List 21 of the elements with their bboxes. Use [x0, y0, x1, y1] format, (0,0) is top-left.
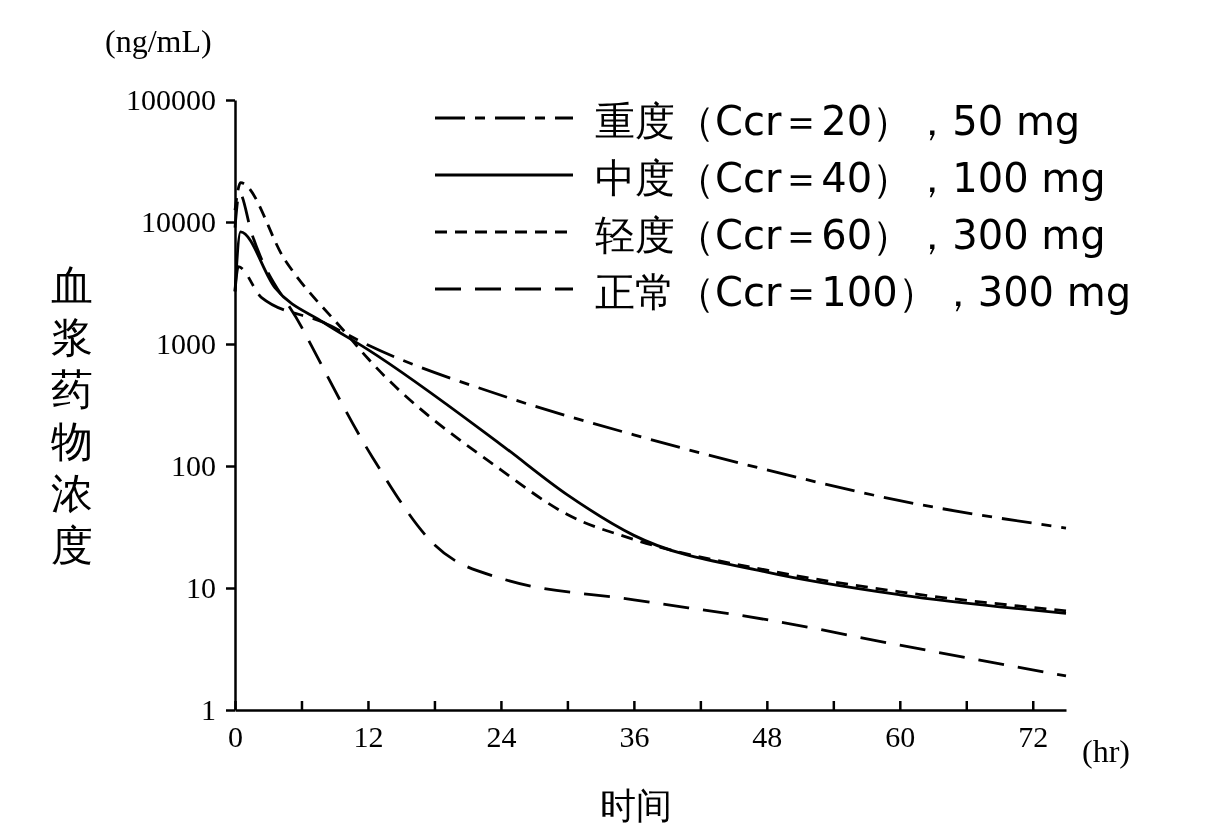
- text: (hr): [1082, 733, 1130, 769]
- x-tick-label: 60: [885, 720, 916, 754]
- x-tick-label: 0: [228, 720, 243, 754]
- x-tick-label: 72: [1018, 720, 1049, 754]
- y-axis-title: 血浆药物浓度: [51, 261, 93, 570]
- legend-label: 重度（Ccr＝20），50 mg: [595, 98, 1081, 144]
- x-tick-label: 24: [486, 720, 517, 754]
- x-axis-title: 时间: [599, 785, 672, 826]
- y-tick-label: 1000: [156, 327, 216, 361]
- legend-label: 正常（Ccr＝100），300 mg: [595, 269, 1132, 315]
- x-tick-label: 36: [619, 720, 650, 754]
- y-tick-label: 100000: [126, 83, 216, 117]
- y-tick-label: 1: [201, 693, 216, 727]
- y-tick-label: 100: [171, 449, 216, 483]
- x-tick-label: 12: [353, 720, 384, 754]
- legend-label: 中度（Ccr＝40），100 mg: [595, 155, 1106, 201]
- y-tick-label: 10000: [141, 205, 216, 239]
- x-tick-label: 48: [752, 720, 783, 754]
- y-tick-label: 10: [186, 571, 216, 605]
- legend-label: 轻度（Ccr＝60），300 mg: [595, 212, 1106, 258]
- text: (ng/mL): [105, 23, 212, 59]
